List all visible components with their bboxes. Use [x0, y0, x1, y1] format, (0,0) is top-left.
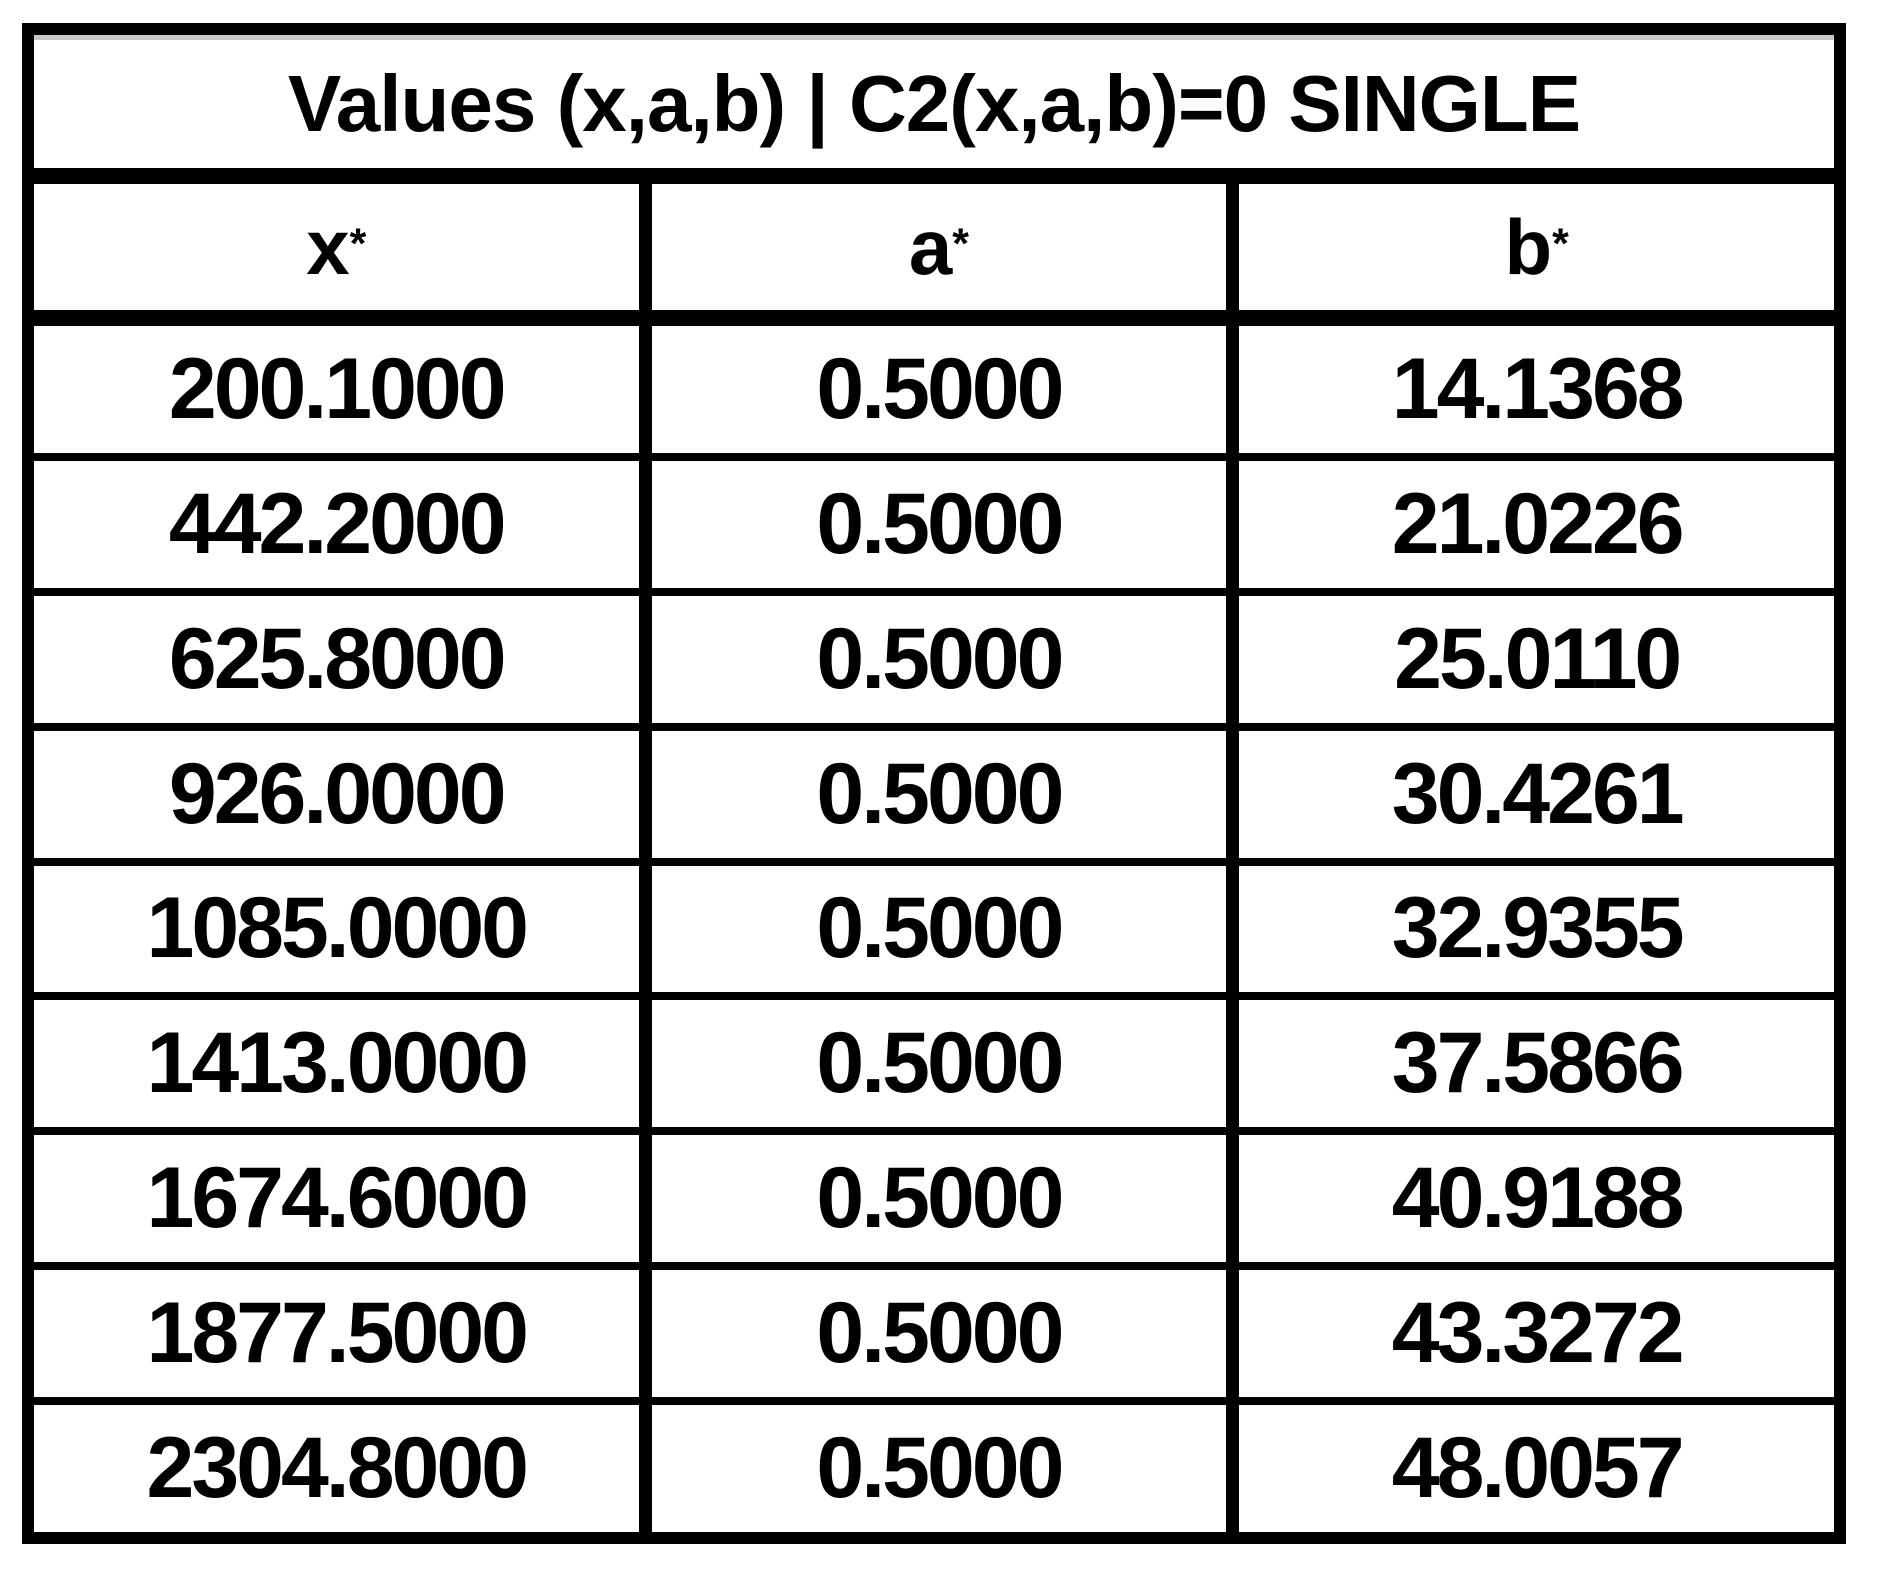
table-title: Values (x,a,b) | C2(x,a,b)=0 SINGLE [34, 35, 1834, 168]
cell-x: 442.2000 [34, 460, 639, 588]
cell-b: 30.4261 [1239, 730, 1834, 858]
cell-x: 200.1000 [34, 326, 639, 453]
cell-x: 1674.6000 [34, 1135, 639, 1263]
cell-x: 926.0000 [34, 730, 639, 858]
cell-b: 14.1368 [1239, 326, 1834, 453]
header-x-base: x [306, 202, 350, 291]
values-table: Values (x,a,b) | C2(x,a,b)=0 SINGLE x * a… [22, 23, 1846, 1544]
table-row: 1085.0000 0.5000 32.9355 [34, 865, 1834, 993]
cell-x: 1877.5000 [34, 1270, 639, 1398]
table-row: 1674.6000 0.5000 40.9188 [34, 1135, 1834, 1263]
cell-a: 0.5000 [651, 460, 1227, 588]
cell-b: 40.9188 [1239, 1135, 1834, 1263]
table-row: 926.0000 0.5000 30.4261 [34, 730, 1834, 858]
table-row: 625.8000 0.5000 25.0110 [34, 595, 1834, 723]
cell-b: 48.0057 [1239, 1405, 1834, 1532]
cell-a: 0.5000 [651, 1405, 1227, 1532]
column-header-x: x * [34, 184, 639, 310]
cell-x: 1085.0000 [34, 865, 639, 993]
header-a-base: a [908, 202, 953, 291]
cell-a: 0.5000 [651, 595, 1227, 723]
table-row: 2304.8000 0.5000 48.0057 [34, 1405, 1834, 1532]
cell-a: 0.5000 [651, 1135, 1227, 1263]
header-b-base: b [1504, 202, 1553, 291]
cell-b: 43.3272 [1239, 1270, 1834, 1398]
cell-b: 37.5866 [1239, 1000, 1834, 1128]
cell-x: 1413.0000 [34, 1000, 639, 1128]
cell-a: 0.5000 [651, 326, 1227, 453]
cell-b: 32.9355 [1239, 865, 1834, 993]
cell-b: 21.0226 [1239, 460, 1834, 588]
cell-a: 0.5000 [651, 1270, 1227, 1398]
header-separator [34, 310, 1834, 326]
column-header-b: b * [1239, 184, 1834, 310]
table-row: 1413.0000 0.5000 37.5866 [34, 1000, 1834, 1128]
table-body: 200.1000 0.5000 14.1368 442.2000 0.5000 … [34, 326, 1834, 1532]
cell-x: 2304.8000 [34, 1405, 639, 1532]
title-separator [34, 168, 1834, 184]
cell-a: 0.5000 [651, 730, 1227, 858]
table-row: 1877.5000 0.5000 43.3272 [34, 1270, 1834, 1398]
cell-x: 625.8000 [34, 595, 639, 723]
cell-b: 25.0110 [1239, 595, 1834, 723]
cell-a: 0.5000 [651, 1000, 1227, 1128]
cell-a: 0.5000 [651, 865, 1227, 993]
table-row: 442.2000 0.5000 21.0226 [34, 460, 1834, 588]
table-row: 200.1000 0.5000 14.1368 [34, 326, 1834, 453]
column-header-a: a * [651, 184, 1227, 310]
header-row: x * a * b * [34, 184, 1834, 310]
